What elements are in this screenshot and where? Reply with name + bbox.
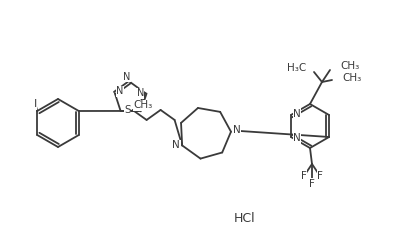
Text: N: N xyxy=(292,133,300,143)
Text: N: N xyxy=(172,141,180,150)
Text: N: N xyxy=(233,125,240,135)
Text: N: N xyxy=(136,88,144,98)
Text: N: N xyxy=(123,72,130,82)
Text: S: S xyxy=(124,105,131,115)
Text: F: F xyxy=(316,171,322,181)
Text: CH₃: CH₃ xyxy=(133,100,152,110)
Text: H₃C: H₃C xyxy=(286,63,305,73)
Text: I: I xyxy=(34,99,37,109)
Text: F: F xyxy=(300,171,306,181)
Text: F: F xyxy=(308,179,314,189)
Text: CH₃: CH₃ xyxy=(341,73,360,83)
Text: N: N xyxy=(292,109,300,119)
Text: CH₃: CH₃ xyxy=(339,61,358,71)
Text: N: N xyxy=(116,86,123,96)
Text: HCl: HCl xyxy=(234,213,255,226)
